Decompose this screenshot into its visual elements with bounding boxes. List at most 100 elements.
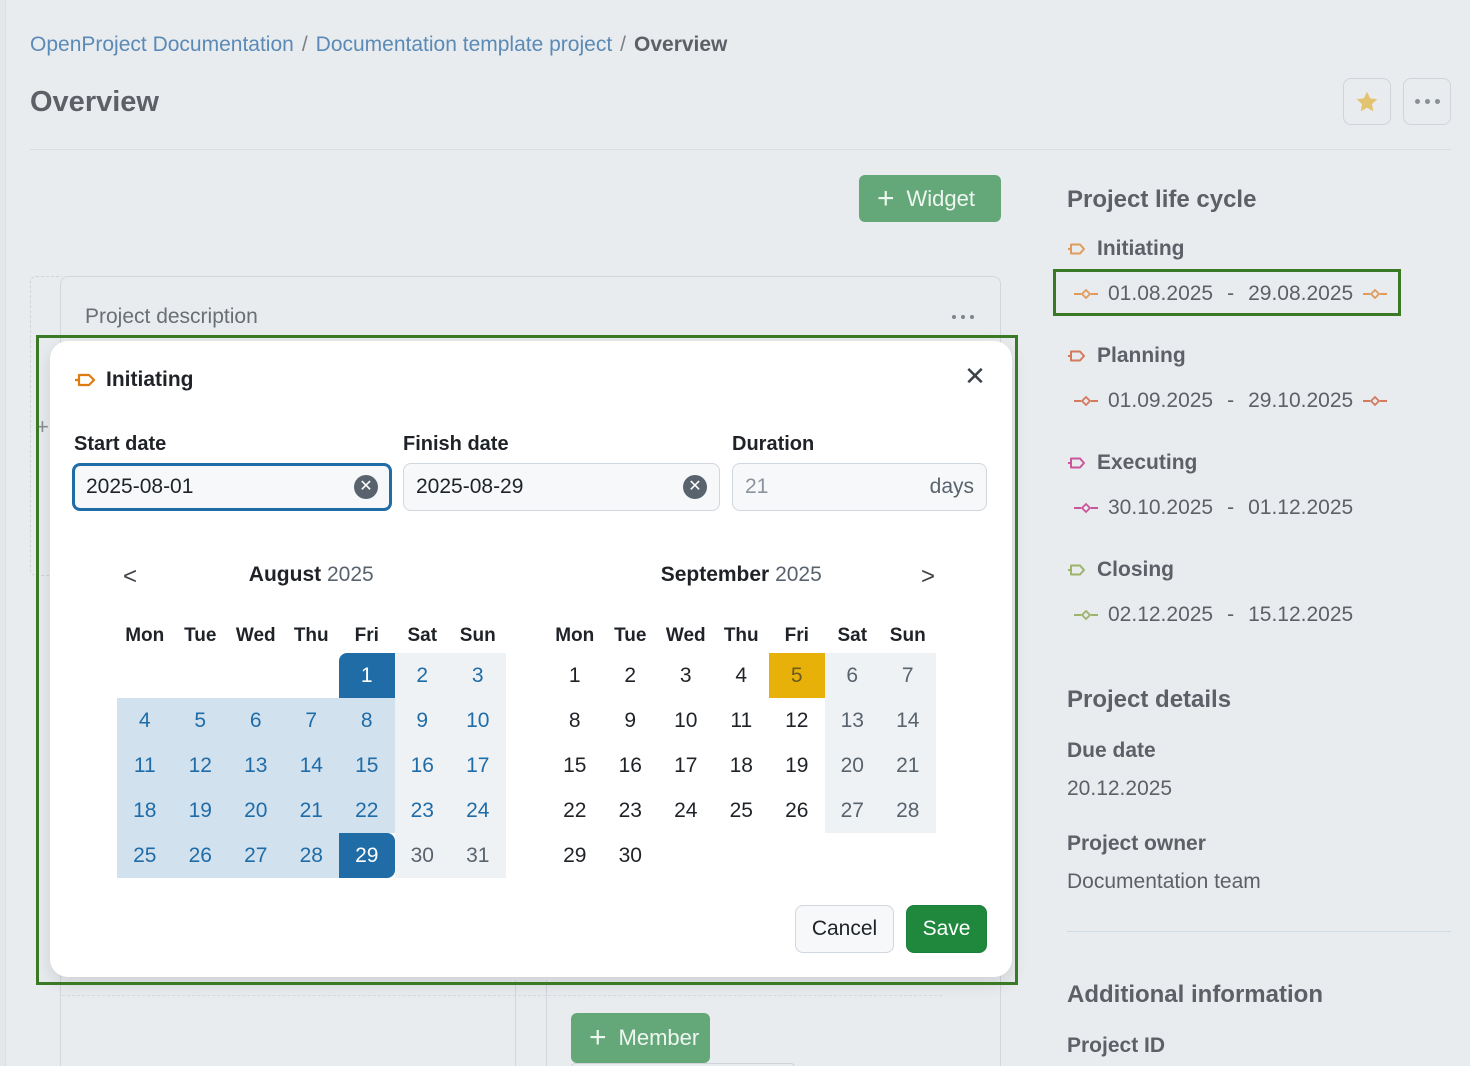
- calendar-day[interactable]: 26: [172, 833, 228, 878]
- calendar-day[interactable]: 29: [339, 833, 395, 878]
- calendar-day[interactable]: 18: [729, 753, 753, 777]
- start-date-field[interactable]: 2025-08-01 ✕: [72, 463, 392, 511]
- phase-planning[interactable]: Planning: [1067, 344, 1186, 368]
- calendar-day[interactable]: 7: [283, 698, 339, 743]
- calendar-day[interactable]: 26: [785, 798, 809, 822]
- calendar-day[interactable]: 31: [450, 833, 506, 878]
- chevron-left-icon[interactable]: <: [123, 563, 138, 590]
- calendar-day[interactable]: 8: [568, 708, 581, 732]
- weekday: Thu: [723, 625, 759, 646]
- calendar-day[interactable]: 28: [880, 788, 936, 833]
- calendar-day[interactable]: 1: [339, 653, 395, 698]
- breadcrumb-link-openproject-documentation[interactable]: OpenProject Documentation: [30, 33, 294, 56]
- calendar-day[interactable]: 9: [394, 698, 450, 743]
- calendar-day[interactable]: 27: [228, 833, 284, 878]
- calendar-day[interactable]: 4: [117, 698, 173, 743]
- clear-icon[interactable]: ✕: [683, 475, 707, 499]
- calendar-day[interactable]: 17: [450, 743, 506, 788]
- widget-menu-icon[interactable]: [952, 315, 974, 319]
- calendar-day[interactable]: 19: [172, 788, 228, 833]
- add-widget-button[interactable]: + Widget: [859, 175, 1001, 222]
- calendar-day[interactable]: 6: [228, 698, 284, 743]
- calendar-day[interactable]: 5: [172, 698, 228, 743]
- phase-executing[interactable]: Executing: [1067, 451, 1197, 475]
- weekday: Wed: [235, 625, 276, 646]
- calendar-day[interactable]: 27: [824, 788, 880, 833]
- clear-icon[interactable]: ✕: [354, 475, 378, 499]
- calendar-day[interactable]: 3: [679, 663, 692, 687]
- calendar-day[interactable]: 15: [563, 753, 587, 777]
- calendar-day[interactable]: 3: [450, 653, 506, 698]
- calendar-day[interactable]: 15: [339, 743, 395, 788]
- calendar-day[interactable]: 24: [450, 788, 506, 833]
- add-member-button[interactable]: + Member: [571, 1013, 710, 1063]
- date-separator: -: [1227, 496, 1235, 519]
- close-icon[interactable]: ✕: [964, 361, 986, 391]
- calendar-day[interactable]: 12: [172, 743, 228, 788]
- calendar-day[interactable]: 10: [450, 698, 506, 743]
- phase-name: Executing: [1097, 451, 1198, 474]
- cancel-button[interactable]: Cancel: [795, 905, 894, 953]
- calendar-day[interactable]: 2: [394, 653, 450, 698]
- chevron-right-icon[interactable]: >: [921, 563, 936, 590]
- finish-date-field[interactable]: 2025-08-29 ✕: [403, 463, 720, 511]
- calendar-day[interactable]: 25: [117, 833, 173, 878]
- calendar-day[interactable]: 21: [880, 743, 936, 788]
- favorite-button[interactable]: [1343, 78, 1391, 125]
- calendar-day[interactable]: 1: [568, 663, 581, 687]
- calendar-day[interactable]: 22: [563, 798, 587, 822]
- calendar-day[interactable]: 2: [624, 663, 637, 687]
- duration-field[interactable]: 21 days: [732, 463, 987, 511]
- calendar-day[interactable]: 9: [624, 708, 637, 732]
- start-date-label: Start date: [74, 433, 167, 455]
- calendar-august: < August 2025 Mon Tue Wed Thu Fri Sat Su…: [117, 563, 506, 878]
- calendar-day[interactable]: 25: [729, 798, 753, 822]
- phase-name: Closing: [1097, 558, 1174, 581]
- calendar-day[interactable]: 24: [674, 798, 698, 822]
- calendar-day[interactable]: 11: [117, 743, 173, 788]
- calendar-day[interactable]: 20: [824, 743, 880, 788]
- gate-icon: [1363, 288, 1388, 300]
- phase-date-range[interactable]: 01.08.2025-29.08.2025: [1074, 282, 1388, 306]
- calendar-grid: 1 2 3 4 5 6 7 8 9 10 11 12 13 14 15 16 17 18 19 20 21 22 23 24 2…: [547, 653, 936, 878]
- calendar-day[interactable]: 20: [228, 788, 284, 833]
- phase-date-range[interactable]: 02.12.2025-15.12.2025: [1074, 603, 1353, 627]
- calendar-day[interactable]: 23: [394, 788, 450, 833]
- calendar-day[interactable]: 22: [339, 788, 395, 833]
- phase-date-range[interactable]: 30.10.2025-01.12.2025: [1074, 496, 1353, 520]
- calendar-day[interactable]: 30: [618, 843, 642, 867]
- calendar-day[interactable]: 19: [785, 753, 809, 777]
- calendar-day[interactable]: 14: [880, 698, 936, 743]
- star-icon: [1356, 91, 1378, 111]
- calendar-day[interactable]: 17: [674, 753, 698, 777]
- calendar-day[interactable]: 21: [283, 788, 339, 833]
- phase-closing[interactable]: Closing: [1067, 558, 1174, 582]
- calendar-day[interactable]: 13: [824, 698, 880, 743]
- calendar-day[interactable]: 18: [117, 788, 173, 833]
- duration-label: Duration: [732, 433, 815, 455]
- calendar-day[interactable]: 5: [769, 653, 825, 698]
- calendar-day[interactable]: 7: [880, 653, 936, 698]
- calendar-day[interactable]: 16: [618, 753, 642, 777]
- calendar-day[interactable]: 4: [735, 663, 748, 687]
- phase-date-range[interactable]: 01.09.2025-29.10.2025: [1074, 389, 1388, 413]
- phase-start-date: 01.08.2025: [1108, 282, 1214, 305]
- calendar-day[interactable]: 11: [730, 708, 753, 732]
- save-button[interactable]: Save: [906, 905, 987, 953]
- calendar-day[interactable]: 10: [674, 708, 698, 732]
- calendar-day[interactable]: 8: [339, 698, 395, 743]
- calendar-day[interactable]: 13: [228, 743, 284, 788]
- calendar-day[interactable]: 16: [394, 743, 450, 788]
- calendar-day[interactable]: 14: [283, 743, 339, 788]
- more-actions-button[interactable]: [1403, 78, 1451, 125]
- finish-date-value: 2025-08-29: [416, 475, 524, 498]
- calendar-day[interactable]: 23: [618, 798, 642, 822]
- calendar-day[interactable]: 6: [824, 653, 880, 698]
- phase-initiating[interactable]: Initiating: [1067, 237, 1185, 261]
- calendar-day[interactable]: 29: [563, 843, 587, 867]
- calendar-day[interactable]: 12: [785, 708, 809, 732]
- breadcrumb-link-documentation-template-project[interactable]: Documentation template project: [315, 33, 613, 56]
- calendar-day[interactable]: 30: [394, 833, 450, 878]
- add-row-plus-icon[interactable]: +: [36, 414, 49, 439]
- calendar-day[interactable]: 28: [283, 833, 339, 878]
